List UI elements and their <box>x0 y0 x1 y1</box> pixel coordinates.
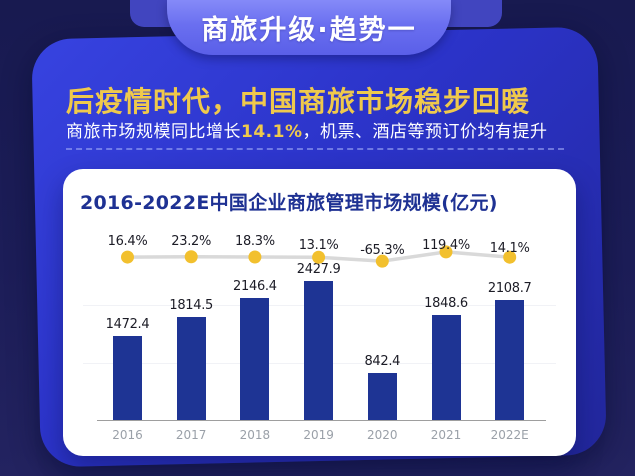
growth-dot-2022E <box>503 250 517 264</box>
bar-2022E <box>495 299 525 421</box>
bar-2019 <box>304 281 334 421</box>
bar-2021 <box>431 314 461 421</box>
x-axis-label-2019: 2019 <box>303 428 334 442</box>
growth-percent-label: 119.4% <box>422 237 470 253</box>
chart-title: 2016-2022E中国企业商旅管理市场规模(亿元) <box>80 192 498 214</box>
subtitle-text-prefix: 商旅市场规模同比增长 <box>66 122 241 142</box>
dashed-divider <box>66 148 564 150</box>
bar-value-label: 1848.6 <box>424 295 468 311</box>
bar-value-label: 1472.4 <box>105 317 150 333</box>
x-axis-line <box>97 420 546 421</box>
growth-dot-2019 <box>312 250 326 264</box>
bar-value-label: 2427.9 <box>296 262 341 278</box>
growth-percent-label: 23.2% <box>171 233 212 249</box>
x-axis-label-2022E: 2022E <box>490 428 529 442</box>
chart-card: 2016-2022E中国企业商旅管理市场规模(亿元) 1472.4 1814.5 2… <box>63 169 576 456</box>
bar-2020 <box>367 372 397 421</box>
x-axis-label-2017: 2017 <box>175 428 207 442</box>
growth-dot-2021 <box>439 245 453 259</box>
growth-dot-2016 <box>121 250 134 264</box>
growth-dot-2020 <box>375 254 389 268</box>
growth-percent-label: 13.1% <box>298 238 339 254</box>
x-axis-label-2018: 2018 <box>239 428 271 442</box>
x-axis-label-2021: 2021 <box>430 428 462 442</box>
growth-percent-label: -65.3% <box>360 243 405 259</box>
growth-percent-label: 14.1% <box>489 241 530 257</box>
header-badge: 商旅升级·趋势一 <box>167 0 451 55</box>
headline-subtitle: 商旅市场规模同比增长14.1%，机票、酒店等预订价均有提升 <box>66 117 586 142</box>
bar-value-label: 1814.5 <box>169 297 214 313</box>
growth-dot-2017 <box>184 250 198 264</box>
header-badge-label: 商旅升级·趋势一 <box>201 15 417 46</box>
x-axis-label-2020: 2020 <box>367 428 398 442</box>
headline-title: 后疫情时代，中国商旅市场稳步回暖 <box>66 85 531 118</box>
bar-value-label: 842.4 <box>364 353 401 369</box>
subtitle-text-suffix: ，机票、酒店等预订价均有提升 <box>302 122 548 142</box>
subtitle-highlight-value: 14.1% <box>241 122 303 142</box>
bar-2018 <box>240 297 270 421</box>
bar-value-label: 2108.7 <box>487 280 532 296</box>
growth-dot-2018 <box>248 250 262 264</box>
bar-2017 <box>176 316 206 421</box>
chart-area: 1472.4 1814.5 2146.4 2427.9 842.4 1848.6 2108.… <box>63 169 576 456</box>
bar-2016 <box>113 336 142 421</box>
growth-percent-label: 18.3% <box>234 233 275 249</box>
growth-line-chart <box>121 245 517 268</box>
bar-value-label: 2146.4 <box>233 278 277 294</box>
x-axis-label-2016: 2016 <box>112 428 143 442</box>
growth-percent-label: 16.4% <box>107 234 148 250</box>
